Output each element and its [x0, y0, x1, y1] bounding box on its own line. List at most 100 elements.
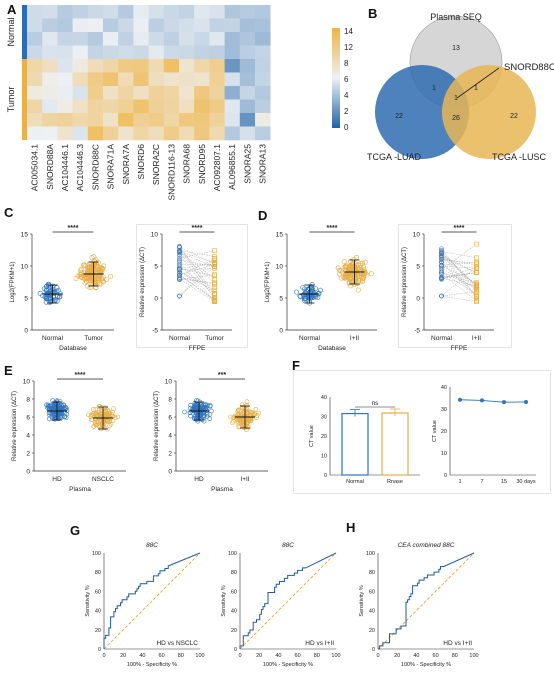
heatmap-cell [133, 126, 149, 141]
heatmap-cell [42, 59, 58, 73]
heatmap-cell [224, 86, 241, 100]
data-point [54, 285, 60, 291]
data-point [108, 273, 114, 279]
data-point [100, 274, 106, 280]
y-axis-label: Sensitivity % [85, 585, 91, 616]
y-tick-label: 0 [26, 469, 30, 476]
y-axis-label: Sensitivity % [221, 585, 227, 616]
data-point [57, 407, 63, 412]
data-point [439, 263, 444, 269]
y-tick-label: 0 [324, 473, 327, 479]
heatmap-cell [72, 45, 89, 60]
heatmap-cell [72, 59, 89, 73]
data-point [355, 280, 361, 286]
heatmap-cell [133, 59, 149, 73]
data-point [317, 287, 323, 293]
heatmap-group-normal: Normal [6, 17, 16, 46]
data-point [342, 270, 348, 276]
y-tick-label: 8 [168, 397, 172, 404]
group-label: HD [52, 476, 62, 483]
heatmap-cell [118, 32, 134, 46]
heatmap-cell [118, 113, 134, 127]
heatmap-cell [224, 126, 241, 141]
x-axis-label: FFPE [189, 345, 206, 352]
group-label: I+II [472, 335, 481, 342]
y-tick-label: 10 [441, 451, 447, 457]
paired-line [441, 272, 477, 285]
paired-line [441, 243, 477, 271]
data-point [353, 277, 359, 283]
bar [381, 412, 409, 476]
paired-line [179, 246, 215, 299]
heatmap-cell [87, 59, 104, 73]
y-tick-label: 40 [231, 609, 237, 615]
heatmap-cell [179, 86, 195, 100]
data-point [188, 413, 193, 419]
heatmap-cell [87, 113, 104, 127]
y-tick-label: 60 [95, 589, 101, 595]
y-tick-label: 40 [321, 395, 327, 401]
data-point [234, 413, 239, 419]
data-point [81, 262, 87, 268]
heatmap-cell [179, 72, 195, 87]
data-point [93, 407, 99, 413]
y-tick-label: 5 [154, 264, 158, 271]
y-tick-label: 15 [21, 232, 29, 239]
significance-label: **** [75, 372, 86, 379]
heatmap-cell [194, 99, 210, 114]
data-point [474, 260, 479, 265]
x-axis-label: 100% - Specificity % [263, 662, 313, 668]
y-tick-label: 10 [276, 264, 284, 271]
heatmap-cell [179, 5, 195, 19]
heatmap-cell [103, 72, 119, 87]
heatmap-cell [57, 126, 73, 141]
heatmap-cell [118, 72, 134, 87]
data-point [338, 275, 344, 281]
data-point [209, 408, 214, 414]
roc-cea-combined: 00 20 20 40 40 60 60 80 80 100 100 Sensitivity % 100… [359, 542, 479, 668]
data-point [212, 282, 217, 287]
roc-hd-vs-stage: 00 20 20 40 40 60 60 80 80 100 100 Sensitivity % 100… [221, 542, 341, 668]
paired-line [441, 253, 477, 297]
panel-label-b: B [368, 6, 378, 21]
data-point [112, 415, 118, 421]
heatmap-cell [27, 18, 43, 33]
heatmap-cell [27, 32, 43, 46]
heatmap-cell [224, 18, 241, 33]
heatmap-cell [57, 32, 73, 46]
color-scale-tick: 14 [344, 27, 353, 36]
heatmap-cell [72, 126, 89, 141]
venn-count-luad-lusc: 26 [452, 115, 460, 122]
venn-circle-luad [375, 65, 469, 159]
heatmap-cell [87, 99, 104, 114]
heatmap-cell [87, 5, 104, 19]
paired-line [441, 262, 477, 299]
data-point [362, 259, 368, 265]
heatmap-cell [194, 126, 210, 141]
data-point [177, 253, 182, 258]
heatmap-cell [72, 86, 89, 100]
data-point [253, 406, 259, 412]
y-tick-label: 10 [21, 264, 29, 271]
data-point [45, 402, 51, 408]
paired-line [179, 263, 215, 269]
data-point [48, 295, 54, 301]
y-tick-label: 30 [441, 407, 447, 413]
data-point [204, 414, 210, 419]
heatmap-cell [179, 99, 195, 114]
heatmap-cell [42, 126, 58, 141]
y-tick-label: 20 [441, 429, 447, 435]
heatmap-cell [103, 86, 119, 100]
data-point [78, 266, 84, 272]
heatmap-cell [209, 86, 225, 100]
data-point [335, 265, 341, 271]
color-scale-tick: 2 [344, 107, 349, 116]
data-point [99, 411, 104, 417]
data-point [182, 409, 187, 415]
y-tick-label: 40 [441, 385, 447, 391]
panel-c-database-scatter: 15 10 5 0 Log2(FPKM+1) Database Normal Tumor ***… [10, 225, 114, 352]
x-axis-label: Plasma [69, 486, 91, 493]
gene-label: SNORD95 [197, 144, 207, 184]
paired-line [179, 247, 215, 264]
heatmap-cell [255, 86, 271, 100]
